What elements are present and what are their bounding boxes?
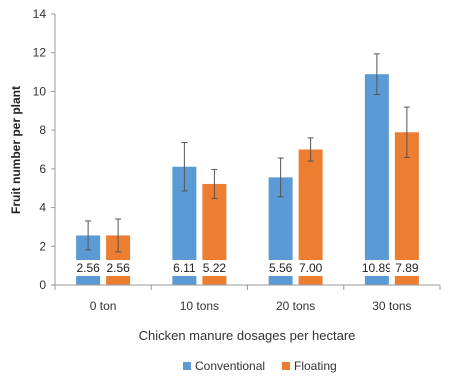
data-label-bg <box>293 260 328 276</box>
y-tick-label: 10 <box>33 84 47 98</box>
y-tick-label: 4 <box>39 201 46 215</box>
y-tick-label: 6 <box>39 162 46 176</box>
data-label-conventional: 6.11 <box>173 261 196 275</box>
data-label-floating: 7.00 <box>299 261 323 275</box>
legend-label-conventional: Conventional <box>195 359 265 373</box>
legend-label-floating: Floating <box>294 359 337 373</box>
data-label-bg <box>356 260 398 276</box>
data-label-floating: 5.22 <box>203 261 227 275</box>
data-label-conventional: 2.56 <box>76 261 100 275</box>
y-tick-label: 8 <box>39 123 46 137</box>
x-tick-label: 10 tons <box>180 299 219 313</box>
x-axis-ticks: 0 ton 10 tons 20 tons 30 tons <box>54 285 441 313</box>
data-label-floating: 7.89 <box>395 261 419 275</box>
data-label-bg <box>101 260 136 276</box>
y-axis-ticks: 0 2 4 6 8 10 12 14 <box>33 7 55 292</box>
y-axis-title: Fruit number per plant <box>9 86 23 214</box>
data-label-conventional: 10.89 <box>362 261 392 275</box>
y-tick-label: 0 <box>39 278 46 292</box>
legend: Conventional Floating <box>183 359 337 373</box>
y-tick-label: 12 <box>33 46 47 60</box>
bar-conventional <box>364 74 389 285</box>
x-tick-label: 30 tons <box>372 299 411 313</box>
data-label-bg <box>197 260 232 276</box>
legend-swatch-conventional <box>183 362 191 370</box>
data-label-bg <box>167 260 202 276</box>
x-axis-title: Chicken manure dosages per hectare <box>139 328 356 343</box>
x-tick-label: 0 ton <box>90 299 117 313</box>
y-tick-label: 2 <box>39 239 46 253</box>
data-label-bg <box>389 260 424 276</box>
legend-swatch-floating <box>282 362 290 370</box>
error-bars <box>85 53 410 253</box>
data-label-bg <box>71 260 106 276</box>
x-tick-label: 20 tons <box>276 299 315 313</box>
data-label-floating: 2.56 <box>106 261 130 275</box>
data-labels: 2.56 6.11 5.56 10.89 2.56 5.22 7.00 7.89 <box>71 260 424 276</box>
bars <box>76 74 419 285</box>
y-tick-label: 14 <box>33 7 47 21</box>
data-label-conventional: 5.56 <box>269 261 293 275</box>
data-label-bg <box>263 260 298 276</box>
